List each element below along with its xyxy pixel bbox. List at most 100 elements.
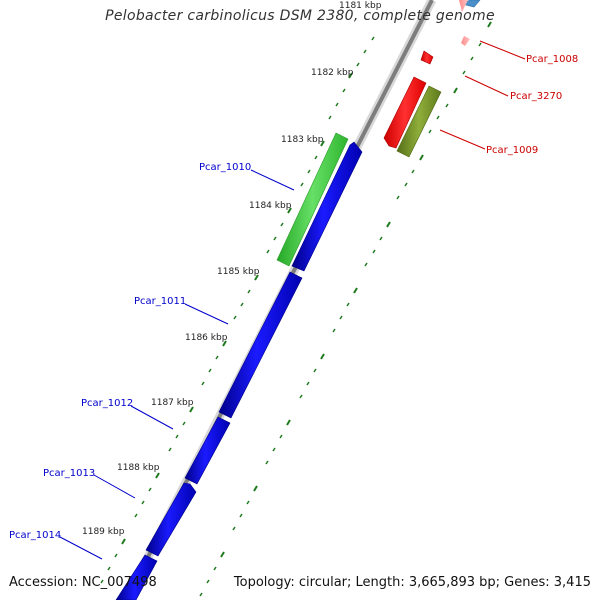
- tick-mark: [320, 353, 325, 360]
- tick-label-1181: 1181 kbp: [339, 1, 382, 11]
- accession-text: Accession: NC_007498: [9, 575, 157, 590]
- tick-mark: [470, 56, 474, 61]
- tick-mark: [208, 368, 212, 373]
- label-pcar-1014[interactable]: Pcar_1014: [9, 530, 61, 541]
- tick-mark: [213, 566, 217, 571]
- tick-mark: [246, 500, 250, 505]
- tick-label-1188: 1188 kbp: [117, 463, 160, 473]
- gene-pcar-1010[interactable]: [276, 132, 349, 267]
- tick-label-1182: 1182 kbp: [311, 68, 354, 78]
- tick-mark: [300, 182, 304, 187]
- tick-mark: [287, 207, 292, 214]
- forward-genes: [115, 132, 363, 600]
- gene-labels: Pcar_1008 Pcar_3270 Pcar_1009 Pcar_1010 …: [9, 54, 578, 541]
- tick-mark: [445, 103, 449, 108]
- tick-label-1183: 1183 kbp: [281, 135, 324, 145]
- tick-mark: [342, 88, 346, 93]
- tick-mark: [107, 566, 111, 571]
- leader-pcar-1010: [250, 169, 295, 191]
- tick-mark: [363, 49, 367, 54]
- reverse-genes: [383, 0, 481, 158]
- tick-mark: [134, 513, 138, 518]
- label-leaders: [59, 40, 526, 560]
- gene-pcar-3270-arrow[interactable]: [383, 76, 427, 149]
- tick-mark: [273, 236, 277, 241]
- leader-pcar-1012: [130, 405, 174, 430]
- tick-mark: [232, 526, 236, 531]
- tick-mark: [320, 140, 325, 147]
- tick-mark: [222, 340, 227, 347]
- leader-pcar-1008: [479, 40, 526, 60]
- leader-pcar-1009: [439, 129, 486, 150]
- tick-mark: [335, 102, 339, 107]
- tick-mark: [328, 115, 332, 120]
- label-pcar-1010[interactable]: Pcar_1010: [199, 162, 251, 173]
- gene-pcar-1011-body[interactable]: [218, 271, 303, 419]
- tick-mark: [182, 421, 186, 426]
- tick-mark: [272, 447, 276, 452]
- gene-pcar-1008-top[interactable]: [459, 0, 468, 12]
- tick-mark: [253, 485, 258, 492]
- tick-mark: [168, 447, 172, 452]
- gene-pcar-1014[interactable]: [115, 554, 158, 600]
- tick-mark: [220, 551, 225, 558]
- tick-mark: [175, 434, 179, 439]
- inner-tick-track: [199, 21, 492, 597]
- gene-pcar-1011[interactable]: [291, 141, 363, 272]
- tick-mark: [114, 553, 118, 558]
- tick-mark: [462, 70, 466, 75]
- tick-mark: [453, 87, 458, 94]
- leader-pcar-1011: [184, 303, 229, 325]
- tick-mark: [396, 195, 400, 200]
- tick-mark: [233, 315, 237, 320]
- tick-label-1185: 1185 kbp: [217, 267, 260, 277]
- tick-mark: [266, 249, 270, 254]
- tick-mark: [206, 579, 210, 584]
- tick-mark: [353, 287, 358, 294]
- label-pcar-1013[interactable]: Pcar_1013: [43, 468, 95, 479]
- tick-mark: [371, 36, 375, 41]
- map-title: Pelobacter carbinolicus DSM 2380, comple…: [105, 8, 495, 24]
- tick-label-1184: 1184 kbp: [249, 201, 292, 211]
- tick-mark: [428, 129, 432, 134]
- gene-pcar-3270[interactable]: [420, 50, 434, 65]
- outer-tick-track: [100, 36, 375, 584]
- tick-mark: [411, 169, 415, 174]
- tick-mark: [372, 249, 376, 254]
- tick-mark: [436, 115, 440, 120]
- tick-mark: [286, 419, 291, 426]
- tick-mark: [386, 221, 391, 228]
- tick-mark: [100, 579, 104, 584]
- leader-pcar-1013: [93, 474, 136, 499]
- tick-label-1186: 1186 kbp: [185, 333, 228, 343]
- label-pcar-1012[interactable]: Pcar_1012: [81, 398, 133, 409]
- label-pcar-1008[interactable]: Pcar_1008: [526, 54, 578, 65]
- tick-mark: [307, 169, 311, 174]
- gene-pcar-1008-small[interactable]: [461, 36, 470, 46]
- tick-mark: [280, 222, 284, 227]
- tick-mark: [265, 460, 269, 465]
- label-pcar-3270[interactable]: Pcar_3270: [510, 91, 562, 102]
- gene-pcar-1013[interactable]: [145, 482, 197, 557]
- tick-mark: [332, 328, 336, 333]
- tick-mark: [254, 274, 259, 281]
- tick-mark: [279, 434, 283, 439]
- tick-mark: [141, 500, 145, 505]
- tick-mark: [306, 381, 310, 386]
- tick-mark: [121, 538, 126, 545]
- tick-mark: [346, 302, 350, 307]
- topology-text: Topology: circular; Length: 3,665,893 bp…: [233, 575, 591, 590]
- tick-mark: [379, 236, 383, 241]
- gene-pcar-1012[interactable]: [184, 416, 231, 485]
- tick-mark: [201, 381, 205, 386]
- tick-label-1187: 1187 kbp: [151, 398, 194, 408]
- label-pcar-1009[interactable]: Pcar_1009: [486, 145, 538, 156]
- label-pcar-1011[interactable]: Pcar_1011: [134, 296, 186, 307]
- tick-mark: [339, 315, 343, 320]
- leader-pcar-3270: [464, 75, 509, 97]
- tick-mark: [189, 406, 194, 413]
- leader-pcar-1014: [59, 536, 103, 560]
- gene-pcar-1009[interactable]: [396, 85, 442, 158]
- tick-mark: [199, 592, 203, 597]
